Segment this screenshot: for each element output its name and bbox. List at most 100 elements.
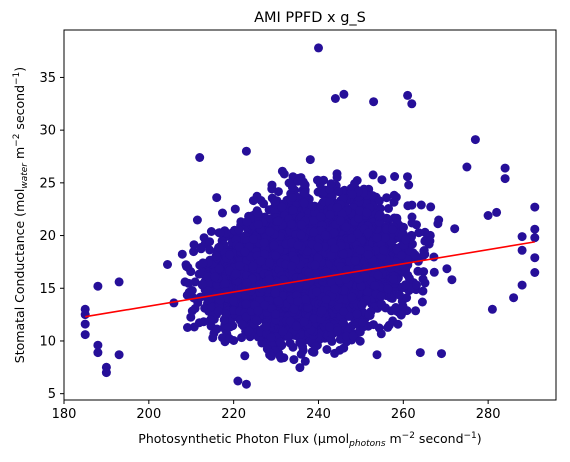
scatter-point [305, 155, 315, 165]
scatter-point [275, 351, 285, 361]
scatter-point [355, 206, 365, 216]
scatter-point [384, 260, 394, 270]
scatter-point [363, 287, 373, 297]
scatter-point [295, 363, 305, 373]
scatter-point [289, 355, 299, 365]
scatter-point [198, 279, 208, 289]
scatter-point [198, 258, 208, 268]
scatter-point [433, 219, 443, 229]
scatter-point [412, 280, 421, 290]
scatter-point [354, 213, 363, 223]
scatter-point [300, 188, 310, 198]
scatter-point [400, 280, 410, 290]
scatter-point [339, 285, 349, 295]
scatter-point [309, 314, 319, 324]
scatter-point [413, 266, 423, 276]
scatter-point [368, 170, 378, 180]
scatter-point [401, 235, 411, 245]
scatter-point [426, 202, 436, 212]
scatter-point [225, 250, 235, 260]
scatter-point [218, 208, 227, 218]
scatter-point [388, 274, 398, 284]
scatter-point [214, 242, 224, 252]
scatter-point [395, 290, 404, 300]
scatter-point [338, 317, 348, 327]
scatter-point [277, 202, 287, 212]
scatter-point [339, 307, 349, 316]
scatter-point [417, 297, 427, 307]
scatter-points [80, 43, 540, 389]
scatter-point [374, 196, 384, 206]
scatter-point [301, 294, 310, 304]
scatter-point [190, 304, 200, 313]
scatter-point [213, 306, 223, 316]
scatter-point [352, 309, 362, 319]
scatter-point [256, 196, 266, 205]
scatter-point [332, 173, 342, 182]
scatter-point [300, 356, 310, 366]
scatter-point [410, 250, 420, 260]
scatter-point [377, 299, 386, 309]
scatter-point [203, 286, 213, 296]
scatter-point [270, 197, 280, 207]
chart-title: AMI PPFD x g_S [254, 10, 366, 26]
scatter-point [234, 225, 244, 235]
scatter-point [334, 187, 343, 197]
scatter-point [416, 200, 426, 210]
scatter-point [389, 197, 399, 207]
scatter-point [237, 333, 247, 343]
scatter-point [298, 342, 308, 352]
scatter-point [402, 293, 412, 303]
scatter-point [404, 180, 414, 190]
scatter-point [296, 349, 306, 359]
scatter-point [407, 218, 417, 228]
plot-area [80, 43, 540, 389]
scatter-point [447, 275, 457, 285]
scatter-point [211, 251, 221, 261]
scatter-point [203, 272, 213, 282]
scatter-point [396, 310, 406, 320]
scatter-point [203, 295, 213, 305]
scatter-point [163, 260, 172, 269]
scatter-point [187, 286, 197, 295]
scatter-point [206, 315, 216, 325]
scatter-point [322, 345, 332, 354]
scatter-point [224, 334, 234, 343]
scatter-point [358, 318, 368, 328]
scatter-point [356, 281, 366, 291]
scatter-point [266, 351, 276, 361]
scatter-point [206, 227, 216, 236]
scatter-point [393, 319, 403, 329]
scatter-point [377, 175, 387, 185]
scatter-point [350, 179, 360, 189]
scatter-point [229, 296, 238, 306]
scatter-point [189, 247, 199, 257]
scatter-point [261, 322, 271, 332]
scatter-point [418, 286, 428, 296]
scatter-point [235, 261, 245, 271]
scatter-point [403, 201, 413, 211]
scatter-point [230, 204, 240, 214]
scatter-point [361, 263, 371, 273]
scatter-point [420, 249, 430, 259]
scatter-point [348, 331, 358, 341]
scatter-point [342, 331, 352, 341]
scatter-point [189, 240, 199, 250]
scatter-point [177, 249, 187, 259]
scatter-point [372, 350, 382, 360]
scatter-point [391, 303, 401, 312]
scatter-point [384, 204, 393, 213]
scatter-point [355, 336, 365, 346]
scatter-point [303, 303, 313, 313]
scatter-point [450, 224, 460, 234]
scatter-point [169, 298, 179, 308]
scatter-point [248, 196, 258, 206]
scatter-point [267, 184, 277, 194]
scatter-point [373, 270, 383, 280]
scatter-point [411, 306, 421, 316]
scatter-point [329, 228, 339, 238]
scatter-point [285, 316, 295, 326]
scatter-point [285, 338, 295, 348]
scatter-point [425, 236, 435, 246]
